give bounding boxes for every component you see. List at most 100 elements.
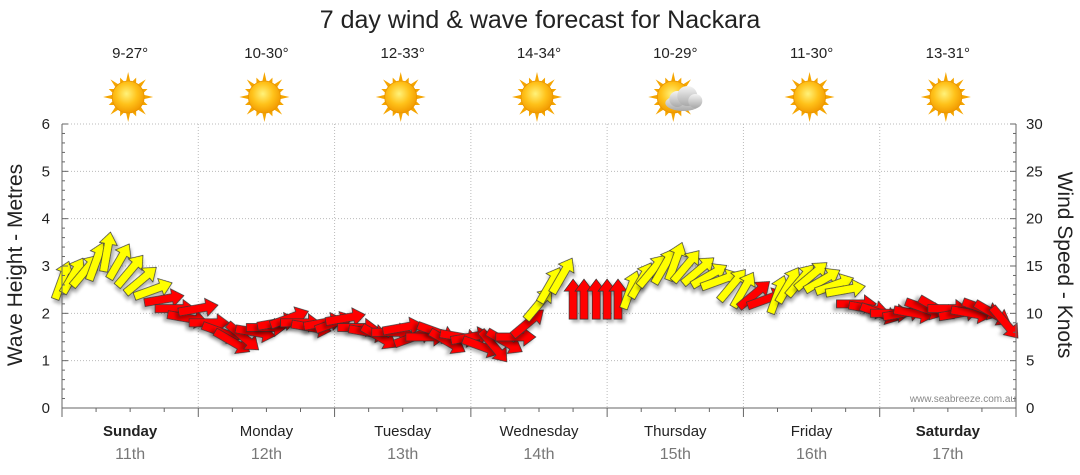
sun-ray bbox=[807, 72, 812, 82]
sun-ray bbox=[671, 72, 676, 82]
sun-disc bbox=[248, 80, 281, 114]
wind-arrows bbox=[50, 231, 1019, 363]
sun-ray bbox=[383, 106, 391, 115]
day-name: Thursday bbox=[644, 423, 707, 440]
sun-ray bbox=[943, 112, 948, 122]
sun-disc bbox=[929, 80, 963, 114]
right-tick-label: 15 bbox=[1026, 258, 1043, 275]
sun-ray bbox=[274, 106, 283, 115]
sun-ray bbox=[534, 112, 540, 122]
day-name: Wednesday bbox=[500, 423, 579, 440]
wind-arrow bbox=[113, 254, 144, 290]
sun-ray bbox=[961, 94, 971, 100]
wind-arrow bbox=[824, 278, 866, 298]
weather-row: 9-27° 10-30° 12-33° 14-34° 10-29° 11-30° 13-31… bbox=[103, 45, 971, 122]
y-axis-label-right: Wind Speed - Knots bbox=[1053, 172, 1076, 359]
sun-ray bbox=[819, 106, 828, 115]
partly-cloudy-icon bbox=[648, 72, 703, 122]
sun-ray bbox=[126, 72, 131, 82]
right-tick-label: 25 bbox=[1026, 163, 1043, 180]
sun-ray bbox=[398, 72, 403, 82]
left-tick-label: 3 bbox=[42, 258, 50, 275]
sun-ray bbox=[144, 94, 154, 100]
sun-ray bbox=[375, 94, 385, 100]
wind-arrow bbox=[177, 297, 219, 317]
sun-ray bbox=[519, 79, 528, 88]
temperature-range: 9-27° bbox=[112, 45, 148, 62]
day-name: Sunday bbox=[103, 423, 158, 440]
left-tick-label: 2 bbox=[42, 305, 50, 322]
sun-ray bbox=[398, 112, 403, 122]
chart-grid bbox=[62, 123, 1016, 408]
temperature-range: 12-33° bbox=[381, 45, 425, 62]
sun-ray bbox=[410, 106, 419, 115]
sun-ray bbox=[416, 94, 426, 100]
sun-ray bbox=[534, 72, 540, 82]
wind-arrow bbox=[548, 257, 575, 296]
sun-ray bbox=[552, 94, 562, 100]
wind-arrow bbox=[729, 271, 756, 310]
right-tick-label: 5 bbox=[1026, 353, 1034, 370]
sun-ray bbox=[655, 106, 664, 115]
sun-ray bbox=[955, 106, 964, 115]
left-tick-label: 6 bbox=[42, 116, 50, 133]
sun-ray bbox=[126, 112, 131, 122]
wind-arrow bbox=[122, 266, 157, 297]
temperature-range: 10-29° bbox=[653, 45, 697, 62]
sun-disc bbox=[384, 80, 418, 114]
sun-ray bbox=[655, 79, 664, 88]
wind-arrow bbox=[477, 328, 508, 363]
temperature-range: 10-30° bbox=[244, 45, 288, 62]
sun-ray bbox=[274, 79, 283, 88]
sun-ray bbox=[807, 112, 812, 122]
sun-icon bbox=[375, 72, 426, 122]
day-date: 11th bbox=[115, 446, 145, 463]
sun-ray bbox=[519, 106, 528, 115]
right-tick-label: 0 bbox=[1026, 400, 1034, 417]
sun-ray bbox=[262, 72, 267, 82]
sun-ray bbox=[383, 79, 391, 88]
wind-arrow bbox=[988, 304, 1019, 339]
sun-ray bbox=[791, 106, 800, 115]
credit-text: www.seabreeze.com.au bbox=[909, 394, 1016, 405]
sun-icon bbox=[784, 72, 835, 122]
right-tick-label: 20 bbox=[1026, 211, 1043, 228]
sun-icon bbox=[103, 72, 154, 122]
right-axis-ticks: 0 5 10 15 20 25 30 bbox=[1026, 116, 1043, 417]
left-tick-label: 5 bbox=[42, 163, 50, 180]
sun-ray bbox=[791, 79, 800, 88]
sun-disc bbox=[111, 80, 145, 114]
sun-ray bbox=[546, 79, 555, 88]
right-tick-label: 30 bbox=[1026, 116, 1043, 133]
sun-ray bbox=[928, 79, 937, 88]
sun-ray bbox=[103, 94, 113, 100]
day-date: 16th bbox=[796, 446, 827, 463]
sun-ray bbox=[784, 94, 794, 100]
y-axis-label-left: Wave Height - Metres bbox=[4, 164, 27, 366]
sun-icon bbox=[512, 72, 562, 122]
sun-ray bbox=[683, 79, 691, 88]
day-labels: Sunday 11th Monday 12th Tuesday 13th Wednesday… bbox=[103, 423, 981, 463]
sun-ray bbox=[928, 106, 937, 115]
sun-ray bbox=[246, 79, 255, 88]
day-name: Monday bbox=[240, 423, 294, 440]
sun-ray bbox=[239, 94, 249, 100]
day-name: Friday bbox=[791, 423, 833, 440]
sun-ray bbox=[137, 79, 146, 88]
sun-ray bbox=[410, 79, 419, 88]
day-date: 14th bbox=[523, 446, 554, 463]
day-name: Tuesday bbox=[374, 423, 431, 440]
sun-ray bbox=[546, 106, 555, 115]
cloud-shape bbox=[665, 86, 703, 111]
wind-arrow bbox=[664, 241, 688, 282]
sun-ray bbox=[920, 94, 930, 100]
left-tick-label: 0 bbox=[42, 400, 50, 417]
sun-icon bbox=[920, 72, 971, 122]
sun-ray bbox=[137, 106, 146, 115]
right-tick-label: 10 bbox=[1026, 305, 1043, 322]
wind-arrow bbox=[669, 250, 700, 285]
wind-arrow bbox=[132, 277, 173, 301]
sun-ray bbox=[825, 94, 835, 100]
day-date: 13th bbox=[387, 446, 418, 463]
